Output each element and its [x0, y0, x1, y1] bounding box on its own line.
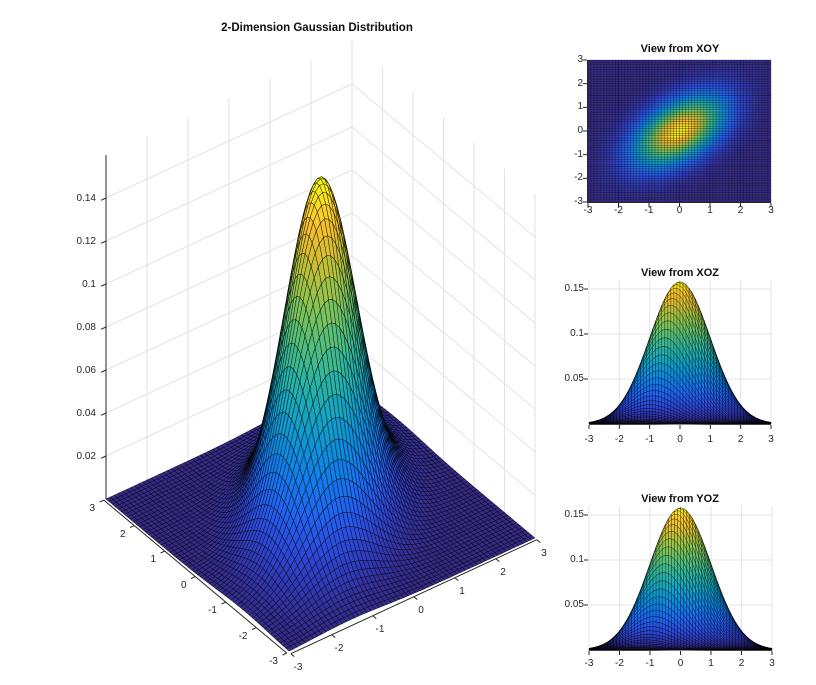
xoy-y-tick-label: 0 [577, 125, 583, 136]
xoy-x-tick-label: 1 [707, 205, 713, 216]
main-x-tick-label: 0 [418, 605, 424, 616]
yoz-y-tick-label: -2 [615, 658, 624, 669]
yoz-y-tick-label: -1 [645, 658, 655, 669]
xoz-x-tick-label: 2 [737, 434, 744, 445]
main-y-tick-label: -3 [269, 656, 278, 667]
main-y-tick-label: -1 [208, 605, 217, 616]
xoy-y-tick-label: 3 [577, 54, 583, 65]
xoy-y-tick-label: 1 [577, 101, 583, 113]
xoz-x-tick-label: 0 [677, 434, 683, 445]
yoz-y-tick-label: 2 [738, 658, 745, 669]
xoy-y-tick-label: -2 [574, 172, 583, 184]
main-x-tick-label: -1 [375, 624, 385, 635]
xoz-z-tick-label: 0.05 [564, 373, 584, 384]
xoz-x-tick-label: -3 [584, 434, 594, 445]
xoy-y-tick-label: 2 [577, 77, 583, 89]
yoz-z-tick-label: 0.1 [570, 554, 584, 565]
xoy-x-tick-label: 3 [768, 205, 774, 216]
main-y-tick-label: -2 [238, 630, 248, 642]
yoz-y-tick-label: 1 [708, 658, 714, 669]
main-y-tick-label: 1 [150, 554, 156, 565]
xoy-x-tick-label: -3 [583, 205, 593, 216]
main-z-tick-label: 0.08 [76, 322, 96, 333]
xoy-x-tick-label: 0 [676, 205, 683, 216]
main-y-tick-label: 0 [180, 579, 187, 591]
yoz-plot-title: View from YOZ [641, 493, 719, 505]
xoy-plot-title: View from XOY [640, 43, 720, 55]
main-x-tick-label: -2 [334, 643, 344, 654]
xoz-x-tick-label: 1 [707, 434, 714, 445]
xoz-x-tick-label: -1 [645, 434, 655, 445]
xoy-y-tick-label: -1 [574, 148, 583, 160]
xoy-y-tick-label: -3 [574, 196, 583, 207]
main-x-tick-label: 1 [459, 586, 465, 597]
main-z-tick-label: 0.14 [76, 193, 96, 204]
main-z-tick-label: 0.1 [82, 279, 96, 290]
xoz-x-tick-label: -2 [614, 434, 624, 445]
xoy-x-tick-label: -1 [644, 205, 654, 216]
yoz-y-tick-label: -3 [584, 658, 594, 669]
yoz-y-tick-label: 0 [677, 658, 684, 669]
xoy-x-tick-label: 2 [737, 205, 744, 216]
yoz-z-tick-label: 0.15 [564, 509, 584, 520]
xoz-x-tick-label: 3 [768, 434, 774, 445]
main-x-tick-label: -3 [293, 662, 303, 673]
xoy-x-tick-label: -2 [614, 205, 623, 216]
main-y-tick-label: 3 [89, 503, 95, 514]
main-z-tick-label: 0.06 [76, 365, 96, 376]
main-z-tick-label: 0.12 [76, 236, 96, 247]
yoz-y-tick-label: 3 [769, 658, 775, 669]
xoz-z-tick-label: 0.15 [564, 283, 584, 294]
main-y-tick-label: 2 [119, 528, 126, 540]
main-z-tick-label: 0.02 [76, 451, 96, 462]
xoz-plot-title: View from XOZ [640, 267, 720, 279]
yoz-z-tick-label: 0.05 [564, 599, 584, 610]
main-z-tick-label: 0.04 [76, 408, 96, 419]
main-x-tick-label: 3 [541, 548, 547, 559]
xoz-z-tick-label: 0.1 [570, 328, 584, 339]
main-x-tick-label: 2 [500, 567, 506, 578]
main-plot-title: 2-Dimension Gaussian Distribution [221, 22, 413, 34]
